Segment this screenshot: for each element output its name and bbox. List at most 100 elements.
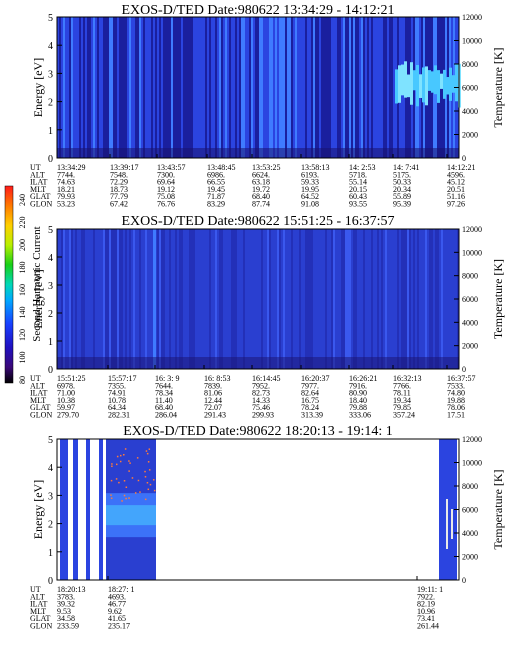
heatmap-column [309,17,311,158]
heatmap-column [333,17,335,158]
heatmap-column [179,229,181,369]
y-tick-label: 2 [48,520,53,531]
heatmap-column [233,229,235,369]
y2-tick-label: 8000 [462,482,478,491]
heatmap-column [167,17,169,158]
heatmap-column [101,17,103,158]
orbit-value-glat: 73.41 [417,614,435,623]
orbit-value-ilat: 66.55 [207,178,225,187]
orbit-value-glat: 72.07 [204,403,222,412]
heatmap-column [435,229,437,369]
heatmap-bright-cell [431,71,434,93]
heatmap-column [217,17,219,158]
orbit-value-glon: 95.39 [393,200,411,209]
orbit-value-mlt: 9.53 [57,607,71,616]
y2-tick-label: 12000 [462,225,482,234]
orbit-value-ilat: 82.73 [252,389,270,398]
heatmap-hot-pixel [123,494,126,497]
heatmap-bright-cell [401,64,404,96]
orbit-value-mlt: 19.88 [447,396,465,405]
orbit-value-alt: 7644. [155,381,173,390]
heatmap-column [379,17,381,158]
heatmap-column [301,229,303,369]
orbit-value-ut: 14: 7:41 [393,163,419,172]
heatmap-column [207,17,209,158]
heatmap-column [157,229,159,369]
heatmap-column [441,229,443,369]
heatmap-column [83,17,85,158]
heatmap-column [65,17,67,158]
heatmap-column [285,229,287,369]
heatmap-column [107,229,109,369]
heatmap-column [303,17,305,158]
heatmap-hot-pixel [118,481,120,484]
heatmap-data-strip [73,439,78,580]
heatmap-column [205,17,207,158]
heatmap-hot-pixel [137,479,140,482]
heatmap-hot-pixel [128,497,130,499]
y2-axis-label: Temperature [K] [491,47,505,127]
heatmap-column [199,229,201,369]
heatmap-column [103,229,105,369]
heatmap-hot-pixel [123,480,126,482]
heatmap-column [137,229,139,369]
heatmap-column [237,17,239,158]
heatmap-column [213,229,215,369]
heatmap-column [281,17,283,158]
row-label-glat: GLAT [30,192,51,201]
heatmap-column [89,229,91,369]
orbit-value-ilat: 82.19 [417,600,435,609]
orbit-value-ilat: 45.12 [447,178,465,187]
orbit-value-mlt: 10.38 [57,396,75,405]
heatmap-column [115,229,117,369]
heatmap-column [323,229,325,369]
orbit-value-mlt: 19.95 [301,185,319,194]
orbit-value-alt: 7548. [110,170,128,179]
heatmap-column [239,229,241,369]
row-label-glat: GLAT [30,614,51,623]
orbit-value-ilat: 46.77 [108,600,126,609]
orbit-value-glon: 91.08 [301,200,319,209]
heatmap-column [253,229,255,369]
heatmap-column [57,229,59,369]
heatmap-column [313,229,315,369]
heatmap-column [149,229,151,369]
heatmap-column [177,17,179,158]
colorbar-scale [4,185,14,384]
heatmap-column [113,17,115,158]
heatmap-column [173,17,175,158]
y2-tick-label: 4000 [462,529,478,538]
heatmap-column [257,17,259,158]
heatmap-hot-pixel [110,497,113,499]
heatmap-column [117,17,119,158]
heatmap-column [189,17,191,158]
heatmap-column [393,17,395,158]
heatmap-column [389,17,391,158]
row-label-alt: ALT [30,381,45,390]
row-label-glat: GLAT [30,403,51,412]
heatmap-hot-pixel [110,479,113,482]
heatmap-column [283,17,285,158]
heatmap-column [233,17,235,158]
heatmap-low-band [57,357,459,369]
heatmap-column [91,17,93,158]
y2-tick-label: 0 [462,154,466,163]
orbit-value-mlt: 9.62 [108,607,122,616]
heatmap-column [65,229,67,369]
heatmap-bright-cell [449,67,452,101]
heatmap-column [287,17,289,158]
heatmap-column [427,229,429,369]
heatmap-column [191,17,193,158]
heatmap-column [303,229,305,369]
heatmap-column [85,17,87,158]
orbit-value-ilat: 71.00 [57,389,75,398]
heatmap-column [283,229,285,369]
heatmap-column [75,229,77,369]
heatmap-column [307,17,309,158]
heatmap-column [245,229,247,369]
heatmap-column [131,229,133,369]
row-label-alt: ALT [30,170,45,179]
heatmap-column [291,229,293,369]
heatmap-column [141,229,143,369]
heatmap-hot-pixel [123,453,125,456]
